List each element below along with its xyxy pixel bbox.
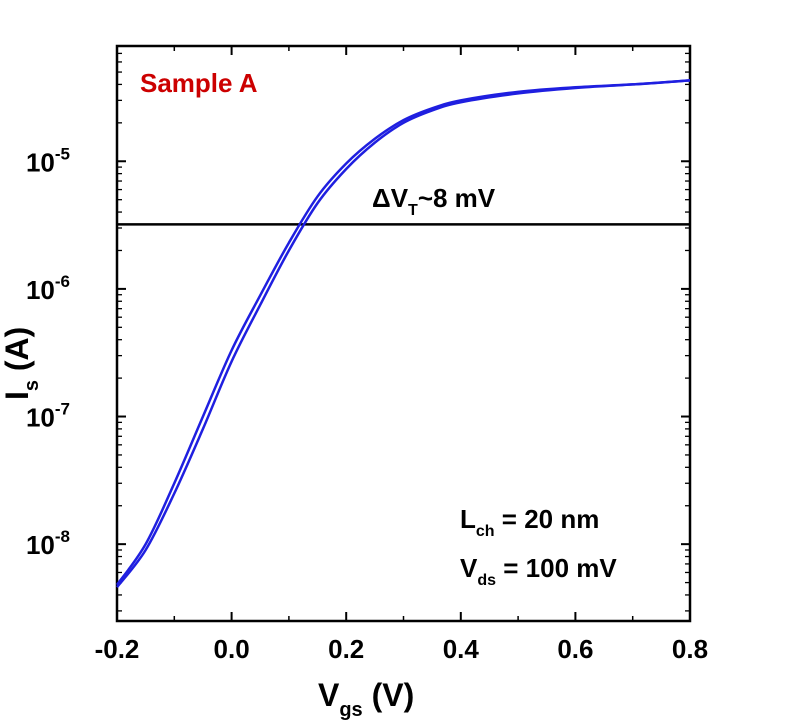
delta-vt-suffix: ~8 mV bbox=[418, 183, 496, 213]
x-tick-label: 0.2 bbox=[328, 634, 364, 664]
x-axis-label-main: V bbox=[318, 677, 340, 713]
series-group bbox=[115, 79, 691, 588]
plot-area bbox=[115, 44, 692, 623]
plot-frame bbox=[115, 44, 692, 623]
x-tick-label: 0.8 bbox=[672, 634, 708, 664]
delta-vt-sub: T bbox=[408, 202, 418, 219]
y-tick-label: 10-8 bbox=[26, 527, 70, 560]
y-axis-label-main: I bbox=[0, 391, 35, 400]
x-axis-label: Vgs (V) bbox=[318, 677, 414, 721]
y-tick-labels: 10-8 10-7 10-6 10-5 bbox=[26, 144, 70, 560]
vds-rest: = 100 mV bbox=[496, 553, 617, 583]
vds-annotation: Vds = 100 mV bbox=[460, 553, 617, 589]
x-tick-label: -0.2 bbox=[95, 634, 140, 664]
lch-sub: ch bbox=[476, 523, 495, 540]
y-axis-label-sub: s bbox=[21, 380, 43, 391]
vds-sub: ds bbox=[477, 572, 496, 589]
x-tick-label: 0.4 bbox=[443, 634, 480, 664]
delta-vt-prefix: ΔV bbox=[372, 183, 409, 213]
sample-label: Sample A bbox=[140, 68, 258, 98]
vds-main: V bbox=[460, 553, 478, 583]
x-tick-labels: -0.2 0.0 0.2 0.4 0.6 0.8 bbox=[95, 634, 708, 664]
y-axis-label-unit: (A) bbox=[0, 327, 35, 380]
series-line-2 bbox=[116, 79, 691, 588]
lch-rest: = 20 nm bbox=[495, 504, 600, 534]
y-tick-label: 10-7 bbox=[26, 400, 70, 433]
lch-annotation: Lch = 20 nm bbox=[460, 504, 599, 540]
y-axis-label: Is (A) bbox=[0, 327, 43, 400]
delta-vt-annotation: ΔVT~8 mV bbox=[372, 183, 496, 219]
major-ticks bbox=[116, 46, 691, 621]
x-axis-label-unit: (V) bbox=[363, 677, 415, 713]
y-tick-label: 10-6 bbox=[26, 272, 70, 305]
x-tick-label: 0.0 bbox=[214, 634, 250, 664]
x-axis-label-sub: gs bbox=[339, 699, 362, 721]
y-tick-label: 10-5 bbox=[26, 144, 70, 177]
minor-ticks bbox=[117, 46, 690, 621]
series-line-1 bbox=[115, 79, 691, 586]
lch-main: L bbox=[460, 504, 476, 534]
x-tick-label: 0.6 bbox=[557, 634, 593, 664]
